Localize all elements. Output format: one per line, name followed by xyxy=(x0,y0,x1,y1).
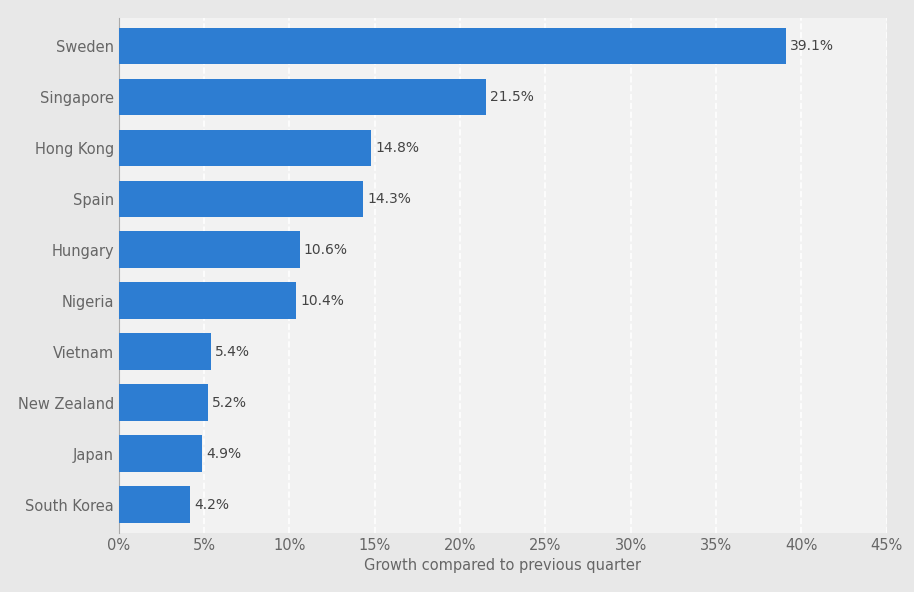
Text: 14.8%: 14.8% xyxy=(376,141,420,155)
Text: 10.4%: 10.4% xyxy=(301,294,345,308)
Bar xyxy=(119,435,202,472)
Bar xyxy=(119,130,371,166)
Bar xyxy=(119,79,485,115)
Bar xyxy=(119,28,786,65)
Bar xyxy=(119,231,300,268)
Bar xyxy=(119,486,190,523)
Text: 4.9%: 4.9% xyxy=(207,446,242,461)
Text: 5.4%: 5.4% xyxy=(215,345,250,359)
Text: 39.1%: 39.1% xyxy=(791,39,834,53)
Text: 21.5%: 21.5% xyxy=(490,90,534,104)
Bar xyxy=(119,333,211,370)
Text: 14.3%: 14.3% xyxy=(367,192,411,206)
Text: 4.2%: 4.2% xyxy=(195,497,229,511)
X-axis label: Growth compared to previous quarter: Growth compared to previous quarter xyxy=(364,558,642,573)
Text: 5.2%: 5.2% xyxy=(212,395,247,410)
Bar xyxy=(119,384,207,421)
Text: 10.6%: 10.6% xyxy=(304,243,348,257)
Bar xyxy=(119,282,296,319)
Bar xyxy=(119,181,363,217)
